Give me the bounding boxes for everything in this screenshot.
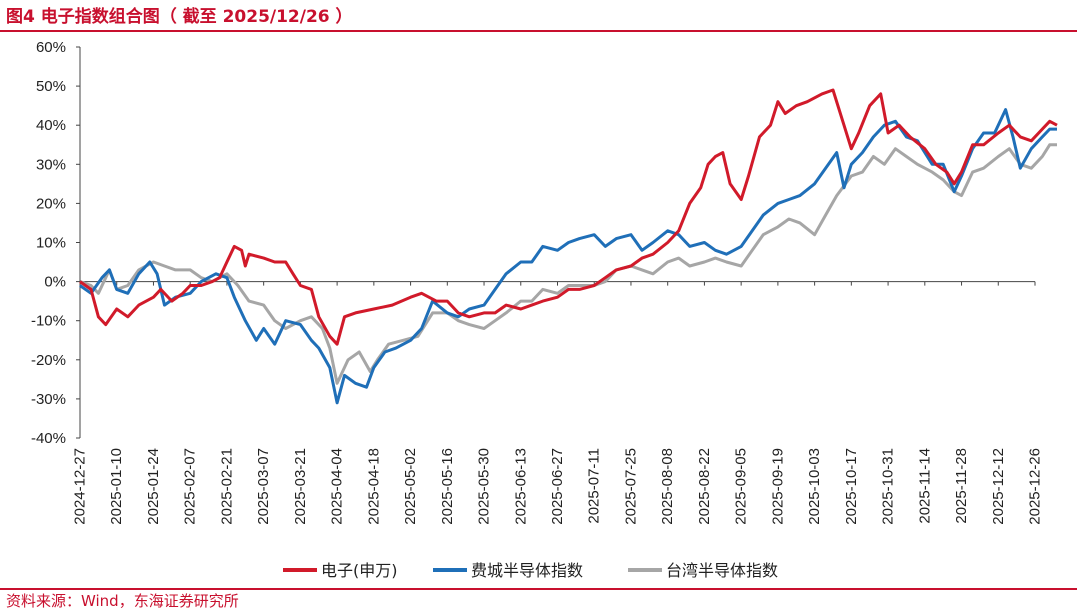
figure-title: 图4 电子指数组合图（ 截至 2025/12/26 ） [6, 7, 353, 27]
x-tick-label: 2025-01-10 [108, 448, 125, 525]
legend-label: 费城半导体指数 [471, 561, 583, 580]
legend-label: 电子(申万) [321, 561, 398, 580]
y-tick-label: 30% [36, 156, 66, 173]
x-tick-label: 2025-04-04 [329, 448, 346, 525]
y-tick-label: 20% [36, 195, 66, 212]
x-tick-label: 2025-06-13 [512, 448, 529, 525]
x-tick-label: 2025-10-03 [806, 448, 823, 525]
x-tick-label: 2025-12-26 [1027, 448, 1044, 525]
series-line-0 [79, 88, 1058, 346]
x-tick-label: 2025-02-21 [218, 448, 235, 525]
y-tick-label: -30% [31, 391, 66, 408]
y-tick-label: -20% [31, 352, 66, 369]
x-tick-label: 2025-09-05 [733, 448, 750, 525]
x-tick-label: 2025-02-07 [182, 448, 199, 525]
x-axis: 2024-12-27 2025-01-10 2025-01-24 2025-02-07… [72, 281, 1044, 525]
series-line-1 [79, 108, 1057, 405]
x-tick-label: 2025-07-25 [622, 448, 639, 525]
x-tick-label: 2025-03-07 [255, 448, 272, 525]
y-tick-label: 10% [36, 235, 66, 252]
x-tick-label: 2025-11-28 [953, 448, 970, 524]
series-layer [79, 88, 1058, 405]
legend-label: 台湾半导体指数 [666, 561, 778, 580]
x-tick-label: 2025-01-24 [145, 448, 162, 525]
x-tick-label: 2024-12-27 [72, 448, 89, 525]
x-tick-label: 2025-05-16 [439, 448, 456, 525]
x-tick-label: 2025-06-27 [549, 448, 566, 525]
x-tick-label: 2025-11-14 [916, 448, 933, 524]
y-tick-label: -40% [31, 430, 66, 447]
y-tick-label: 50% [36, 78, 66, 95]
series-line-2 [79, 143, 1057, 385]
legend: 电子(申万) 费城半导体指数 台湾半导体指数 [283, 561, 778, 580]
title-rule [0, 30, 1077, 32]
source-rule [0, 588, 1077, 590]
y-tick-label: 0% [44, 274, 66, 291]
x-tick-label: 2025-12-12 [990, 448, 1007, 525]
x-tick-label: 2025-09-19 [769, 448, 786, 525]
y-tick-label: 60% [36, 39, 66, 56]
y-tick-label: 40% [36, 117, 66, 134]
x-tick-label: 2025-05-30 [476, 448, 493, 525]
x-tick-label: 2025-04-18 [365, 448, 382, 525]
source-note: 资料来源：Wind，东海证券研究所 [6, 592, 239, 610]
x-tick-label: 2025-07-11 [586, 448, 603, 524]
y-tick-label: -10% [31, 313, 66, 330]
x-tick-label: 2025-10-31 [880, 448, 897, 525]
x-tick-label: 2025-10-17 [843, 448, 860, 525]
x-tick-label: 2025-08-22 [696, 448, 713, 525]
x-tick-label: 2025-03-21 [292, 448, 309, 525]
x-tick-label: 2025-08-08 [659, 448, 676, 525]
y-axis: 60% 50% 40% 30% 20% 10% 0% -10% -20% -30% -40% [31, 39, 81, 447]
x-tick-label: 2025-05-02 [402, 448, 419, 525]
